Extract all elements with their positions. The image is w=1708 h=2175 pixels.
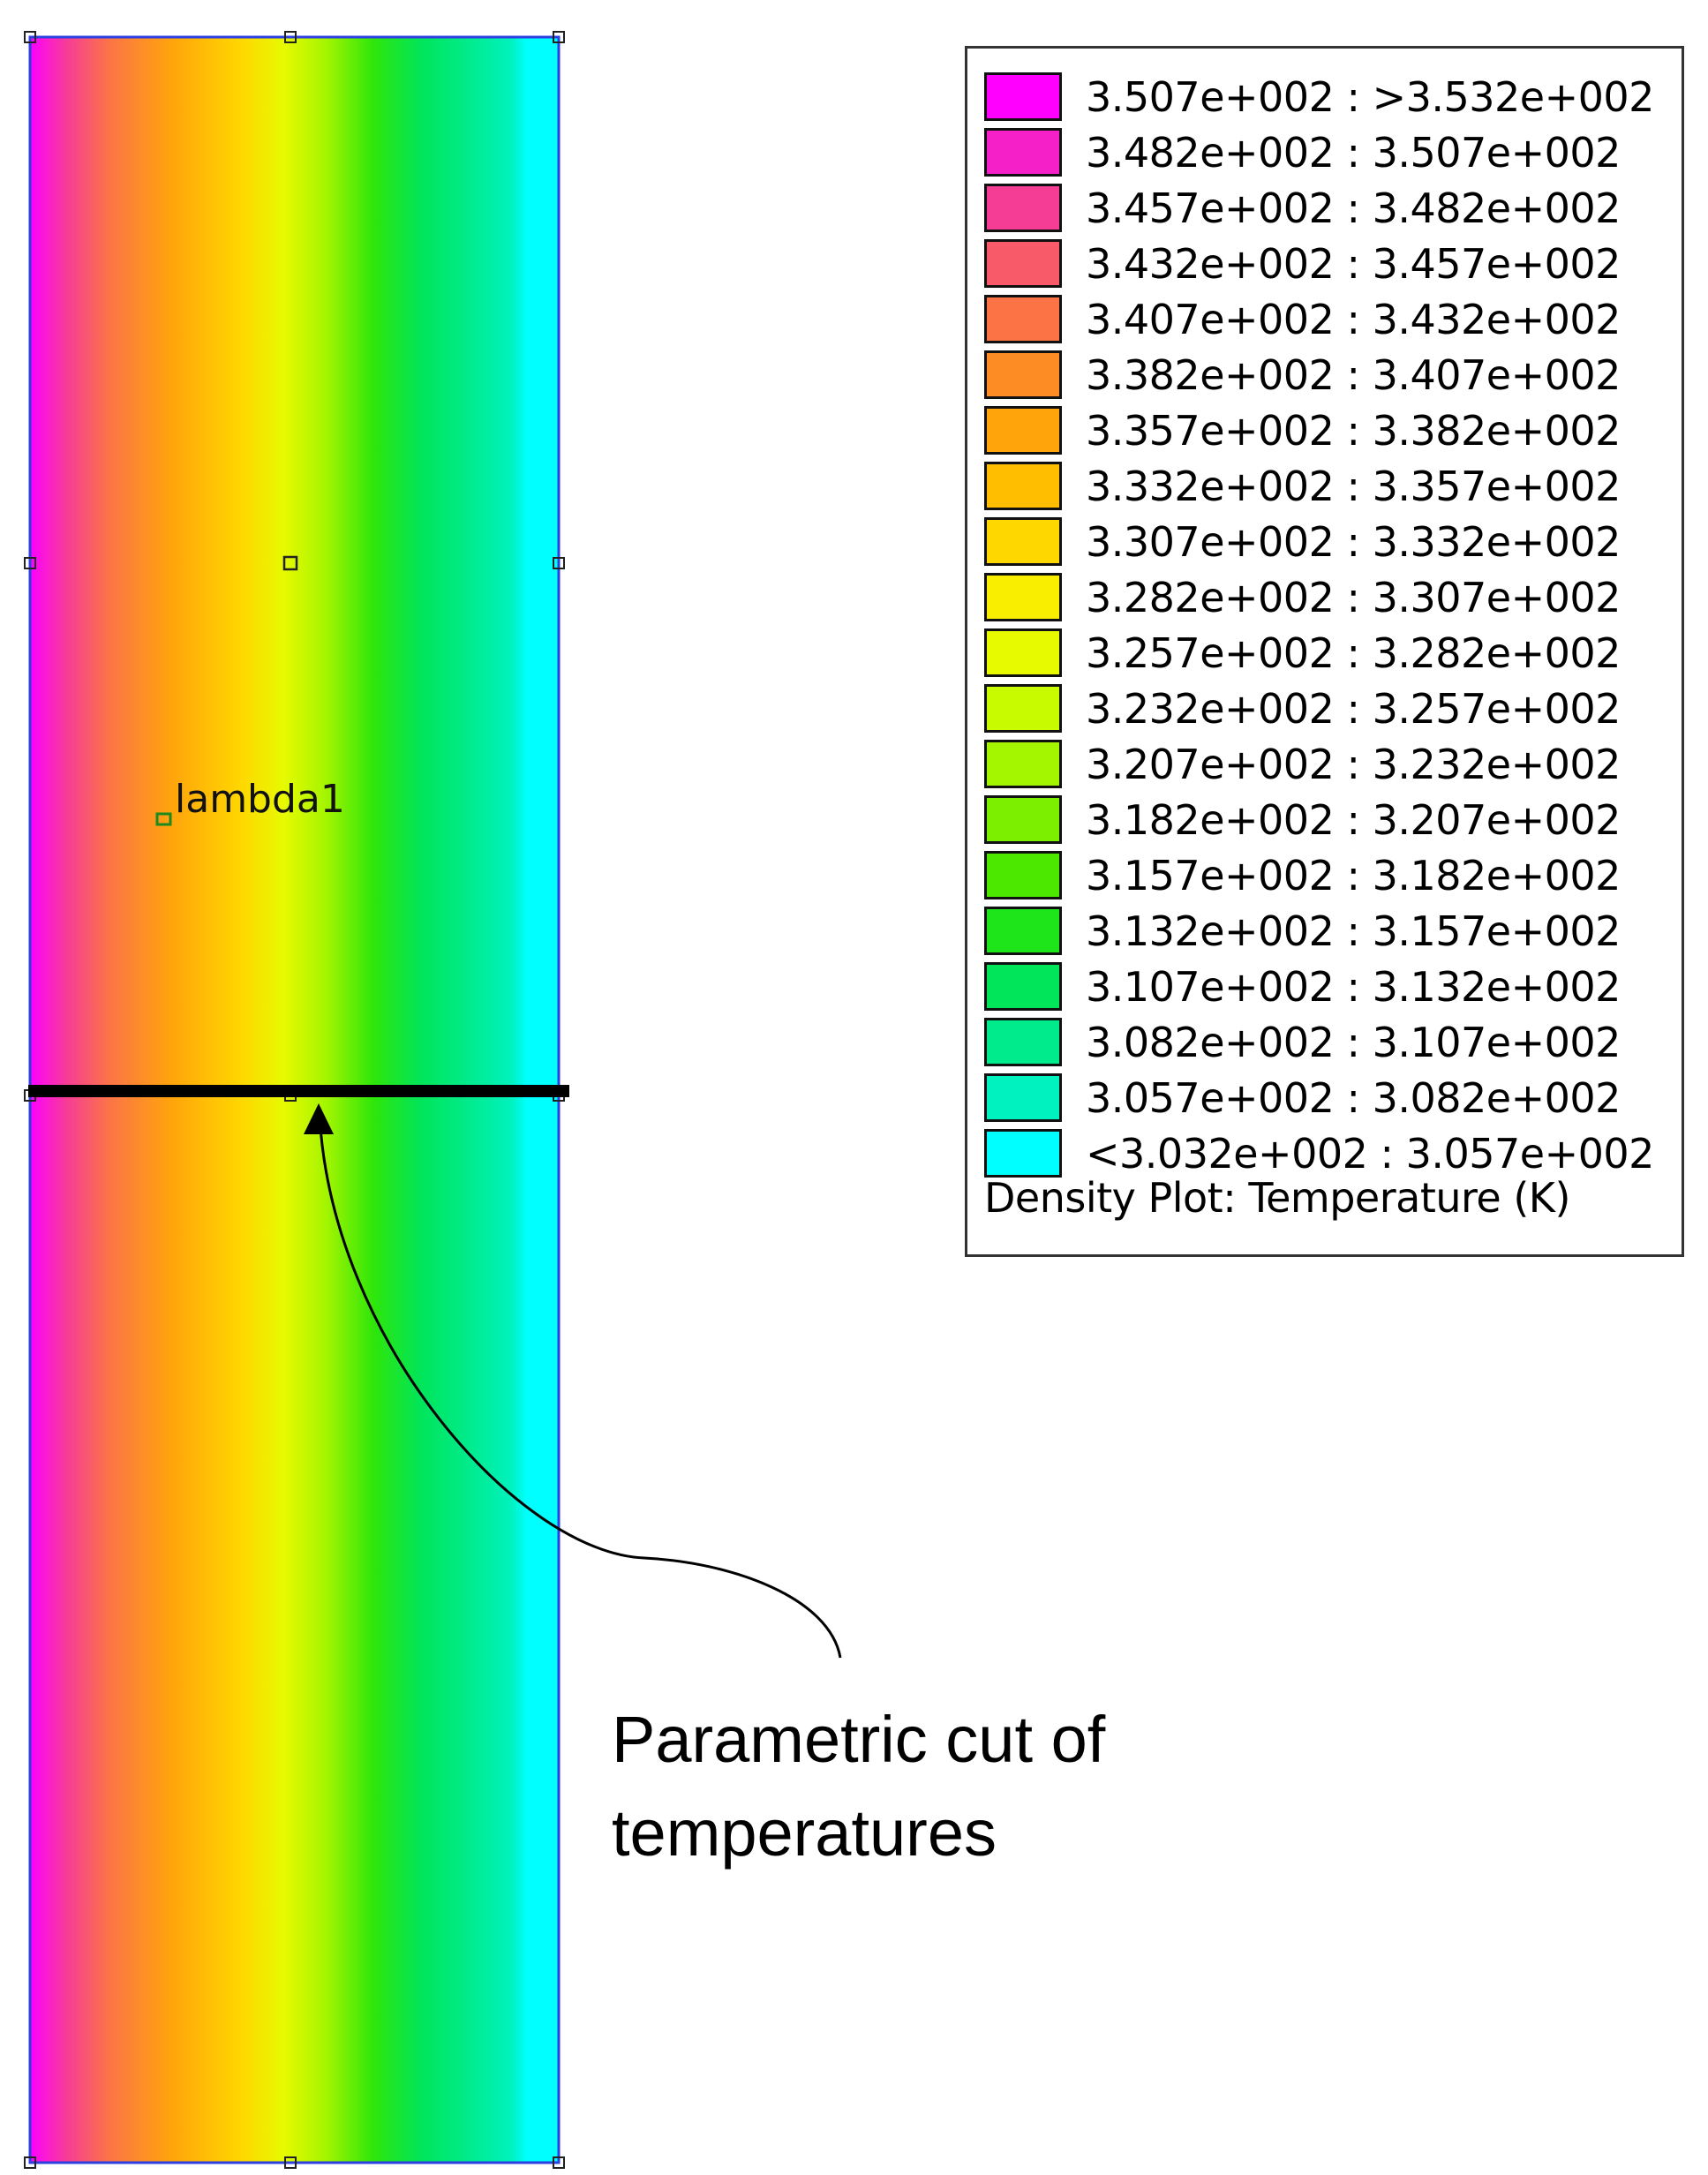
legend-entry: <3.032e+002 : 3.057e+002 <box>984 1126 1673 1178</box>
vertex-node[interactable] <box>24 31 36 43</box>
legend-entry: 3.482e+002 : 3.507e+002 <box>984 125 1673 177</box>
legend-swatch <box>984 295 1062 343</box>
legend-range: 3.507e+002 : >3.532e+002 <box>1086 73 1654 121</box>
legend-entry: 3.157e+002 : 3.182e+002 <box>984 848 1673 899</box>
legend-range: 3.332e+002 : 3.357e+002 <box>1086 463 1621 510</box>
legend-caption: Density Plot: Temperature (K) <box>984 1174 1570 1222</box>
vertex-node[interactable] <box>24 2156 36 2169</box>
legend-range: 3.232e+002 : 3.257e+002 <box>1086 685 1621 733</box>
legend-swatch <box>984 184 1062 232</box>
legend-entry: 3.182e+002 : 3.207e+002 <box>984 793 1673 844</box>
legend-swatch <box>984 406 1062 455</box>
legend-range: 3.207e+002 : 3.232e+002 <box>1086 741 1621 788</box>
legend-swatch <box>984 72 1062 121</box>
legend-swatch <box>984 851 1062 899</box>
legend-entry: 3.507e+002 : >3.532e+002 <box>984 70 1673 121</box>
vertex-node[interactable] <box>282 555 298 571</box>
legend-swatch <box>984 628 1062 677</box>
legend-range: 3.432e+002 : 3.457e+002 <box>1086 240 1621 288</box>
region-label: lambda1 <box>175 777 345 822</box>
legend-swatch <box>984 517 1062 566</box>
legend-swatch <box>984 684 1062 733</box>
legend-entry: 3.082e+002 : 3.107e+002 <box>984 1015 1673 1066</box>
legend-range: 3.132e+002 : 3.157e+002 <box>1086 907 1621 955</box>
legend-swatch <box>984 573 1062 621</box>
legend-entry: 3.307e+002 : 3.332e+002 <box>984 515 1673 566</box>
legend-swatch <box>984 1073 1062 1122</box>
legend-swatch <box>984 350 1062 399</box>
legend-swatch <box>984 128 1062 177</box>
legend-range: 3.407e+002 : 3.432e+002 <box>1086 296 1621 343</box>
legend-swatch <box>984 962 1062 1011</box>
block-label-marker[interactable] <box>155 812 172 826</box>
legend-range: 3.382e+002 : 3.407e+002 <box>1086 351 1621 399</box>
legend-entry: 3.132e+002 : 3.157e+002 <box>984 904 1673 955</box>
legend-entry: 3.107e+002 : 3.132e+002 <box>984 960 1673 1011</box>
legend-entry: 3.332e+002 : 3.357e+002 <box>984 459 1673 510</box>
legend-entry: 3.057e+002 : 3.082e+002 <box>984 1071 1673 1122</box>
legend-swatch <box>984 239 1062 288</box>
legend-swatch <box>984 740 1062 788</box>
legend-entry: 3.207e+002 : 3.232e+002 <box>984 737 1673 788</box>
legend-entry: 3.407e+002 : 3.432e+002 <box>984 292 1673 343</box>
vertex-node[interactable] <box>24 557 36 569</box>
vertex-node[interactable] <box>553 2156 565 2169</box>
legend-swatch <box>984 795 1062 844</box>
legend-entry: 3.282e+002 : 3.307e+002 <box>984 570 1673 621</box>
legend-entry: 3.232e+002 : 3.257e+002 <box>984 681 1673 733</box>
legend-range: 3.257e+002 : 3.282e+002 <box>1086 629 1621 677</box>
legend-range: 3.282e+002 : 3.307e+002 <box>1086 574 1621 621</box>
legend-range: 3.307e+002 : 3.332e+002 <box>1086 518 1621 566</box>
arrowhead-icon <box>304 1103 334 1134</box>
vertex-node[interactable] <box>553 31 565 43</box>
legend-range: 3.482e+002 : 3.507e+002 <box>1086 129 1621 177</box>
annotation-arrow <box>318 1113 842 1659</box>
legend-range: 3.457e+002 : 3.482e+002 <box>1086 184 1621 232</box>
legend-range: 3.057e+002 : 3.082e+002 <box>1086 1074 1621 1122</box>
legend-range: 3.182e+002 : 3.207e+002 <box>1086 796 1621 844</box>
legend-range: 3.107e+002 : 3.132e+002 <box>1086 963 1621 1011</box>
legend-range: <3.032e+002 : 3.057e+002 <box>1086 1130 1654 1178</box>
legend-entry: 3.457e+002 : 3.482e+002 <box>984 181 1673 232</box>
vertex-node[interactable] <box>284 31 297 43</box>
legend-entry: 3.432e+002 : 3.457e+002 <box>984 237 1673 288</box>
vertex-node[interactable] <box>284 2156 297 2169</box>
legend-entry: 3.357e+002 : 3.382e+002 <box>984 403 1673 455</box>
legend-range: 3.157e+002 : 3.182e+002 <box>1086 852 1621 899</box>
legend-entry: 3.257e+002 : 3.282e+002 <box>984 626 1673 677</box>
legend-entry: 3.382e+002 : 3.407e+002 <box>984 348 1673 399</box>
legend-swatch <box>984 462 1062 510</box>
annotation-text: Parametric cut of temperatures <box>612 1703 1106 1870</box>
legend-swatch <box>984 1018 1062 1066</box>
legend-swatch <box>984 907 1062 955</box>
legend-range: 3.357e+002 : 3.382e+002 <box>1086 407 1621 455</box>
legend-swatch <box>984 1129 1062 1178</box>
legend: 3.507e+002 : >3.532e+002 3.482e+002 : 3.… <box>965 46 1684 1257</box>
vertex-node[interactable] <box>553 557 565 569</box>
legend-range: 3.082e+002 : 3.107e+002 <box>1086 1019 1621 1066</box>
